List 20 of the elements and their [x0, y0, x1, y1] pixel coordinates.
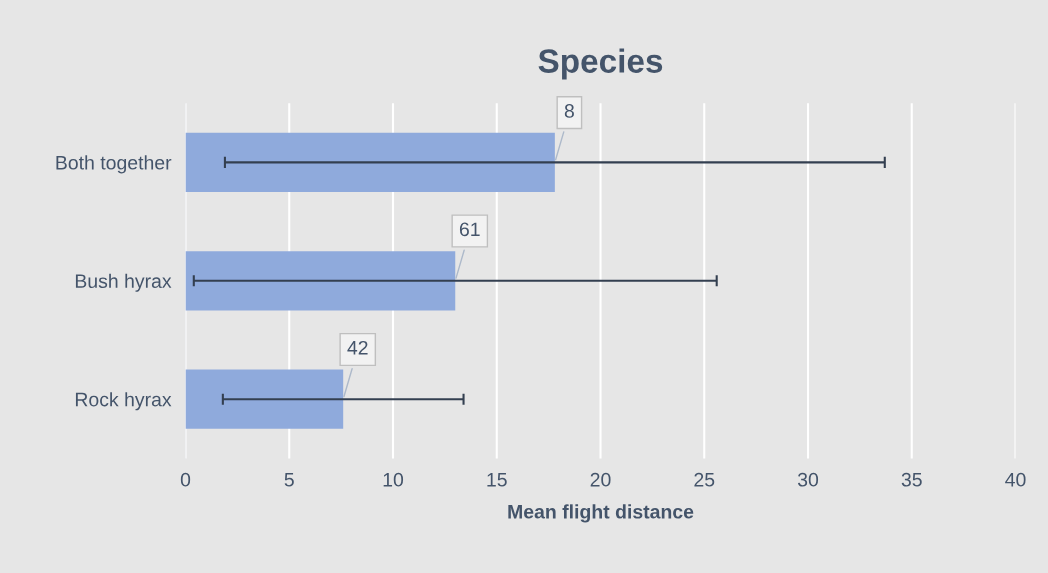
x-tick-label: 10 [383, 472, 404, 487]
chart-title: Species [538, 48, 663, 80]
bar [185, 251, 456, 311]
x-tick-label: 35 [901, 472, 922, 487]
x-tick-label: 25 [694, 472, 715, 487]
x-tick-label: 30 [797, 472, 819, 487]
annotation: 42 [347, 340, 368, 355]
x-tick-label: 15 [487, 473, 507, 487]
bar [185, 369, 344, 429]
x-tick-label: 5 [284, 473, 294, 487]
x-tick-label: 0 [180, 472, 191, 487]
y-tick-label: Both together [56, 155, 172, 174]
annotation: 8 [564, 104, 574, 118]
x-axis-title: Mean flight distance [508, 504, 694, 523]
annotation: 61 [459, 222, 480, 237]
x-tick-label: 20 [590, 472, 611, 487]
x-tick-label: 40 [1005, 472, 1026, 487]
bar [185, 132, 555, 192]
y-tick-label: Bush hyrax [75, 273, 172, 292]
y-tick-label: Rock hyrax [75, 392, 172, 411]
